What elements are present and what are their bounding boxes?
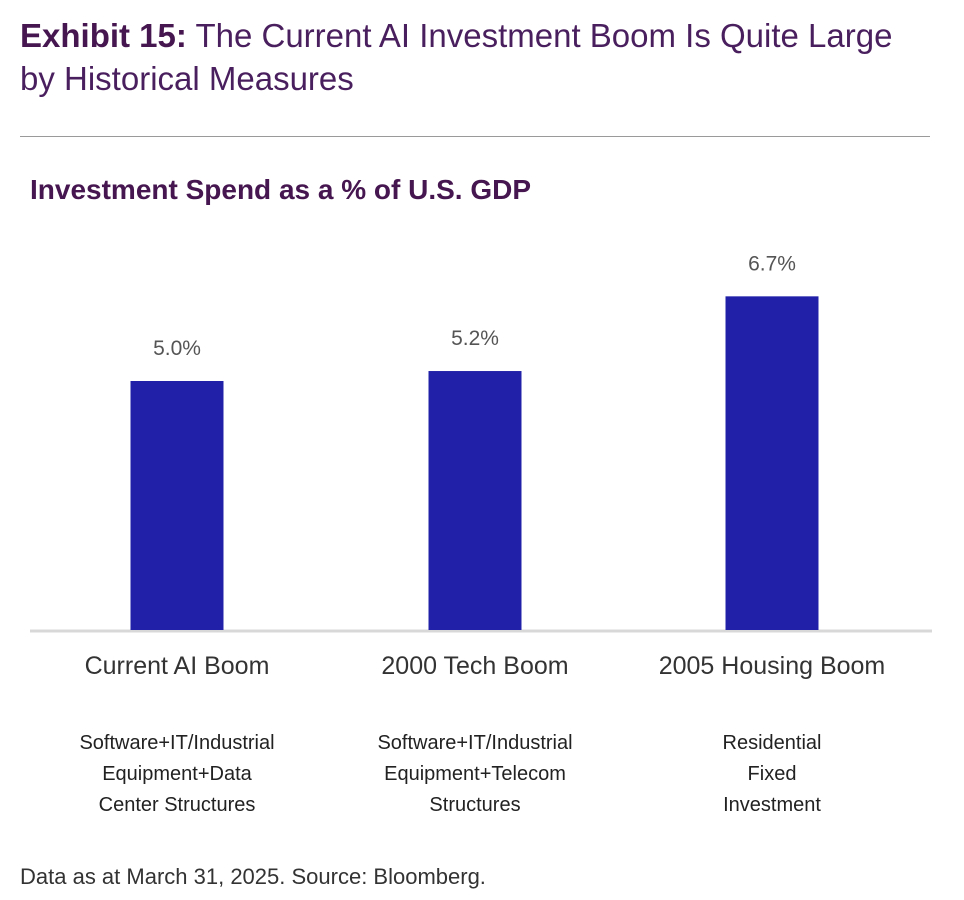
bar-2 xyxy=(428,371,522,630)
category-label: 2005 Housing Boom xyxy=(658,652,886,680)
description-line: Fixed xyxy=(747,763,797,785)
exhibit-title: Exhibit 15: The Current AI Investment Bo… xyxy=(20,14,920,100)
chart-title: Investment Spend as a % of U.S. GDP xyxy=(30,174,532,205)
description-line: Equipment+Telecom xyxy=(384,763,566,785)
bar-3 xyxy=(725,296,819,630)
description-line: Equipment+Data xyxy=(102,763,252,785)
title-text: The Current AI Investment Boom Is Quite … xyxy=(20,17,893,97)
exhibit-number: Exhibit 15: xyxy=(20,17,187,54)
category-description: Software+IT/Industrial Equipment+Telecom S… xyxy=(325,728,625,821)
description-line: Software+IT/Industrial xyxy=(79,732,275,754)
data-label: 5.2% xyxy=(451,327,499,350)
bar-1 xyxy=(130,381,224,630)
category-description: Residential Fixed Investment xyxy=(622,728,922,821)
data-label: 6.7% xyxy=(748,252,796,275)
description-line: Software+IT/Industrial xyxy=(377,732,573,754)
description-line: Investment xyxy=(723,794,821,816)
description-line: Residential xyxy=(722,732,822,754)
category-description: Software+IT/Industrial Equipment+Data Cent… xyxy=(27,728,327,821)
category-label: 2000 Tech Boom xyxy=(381,652,569,680)
description-line: Center Structures xyxy=(98,794,256,816)
data-label: 5.0% xyxy=(153,337,201,360)
category-label: Current AI Boom xyxy=(84,652,270,680)
divider xyxy=(20,136,930,137)
description-line: Structures xyxy=(429,794,521,816)
source-note: Data as at March 31, 2025. Source: Bloom… xyxy=(20,864,486,889)
